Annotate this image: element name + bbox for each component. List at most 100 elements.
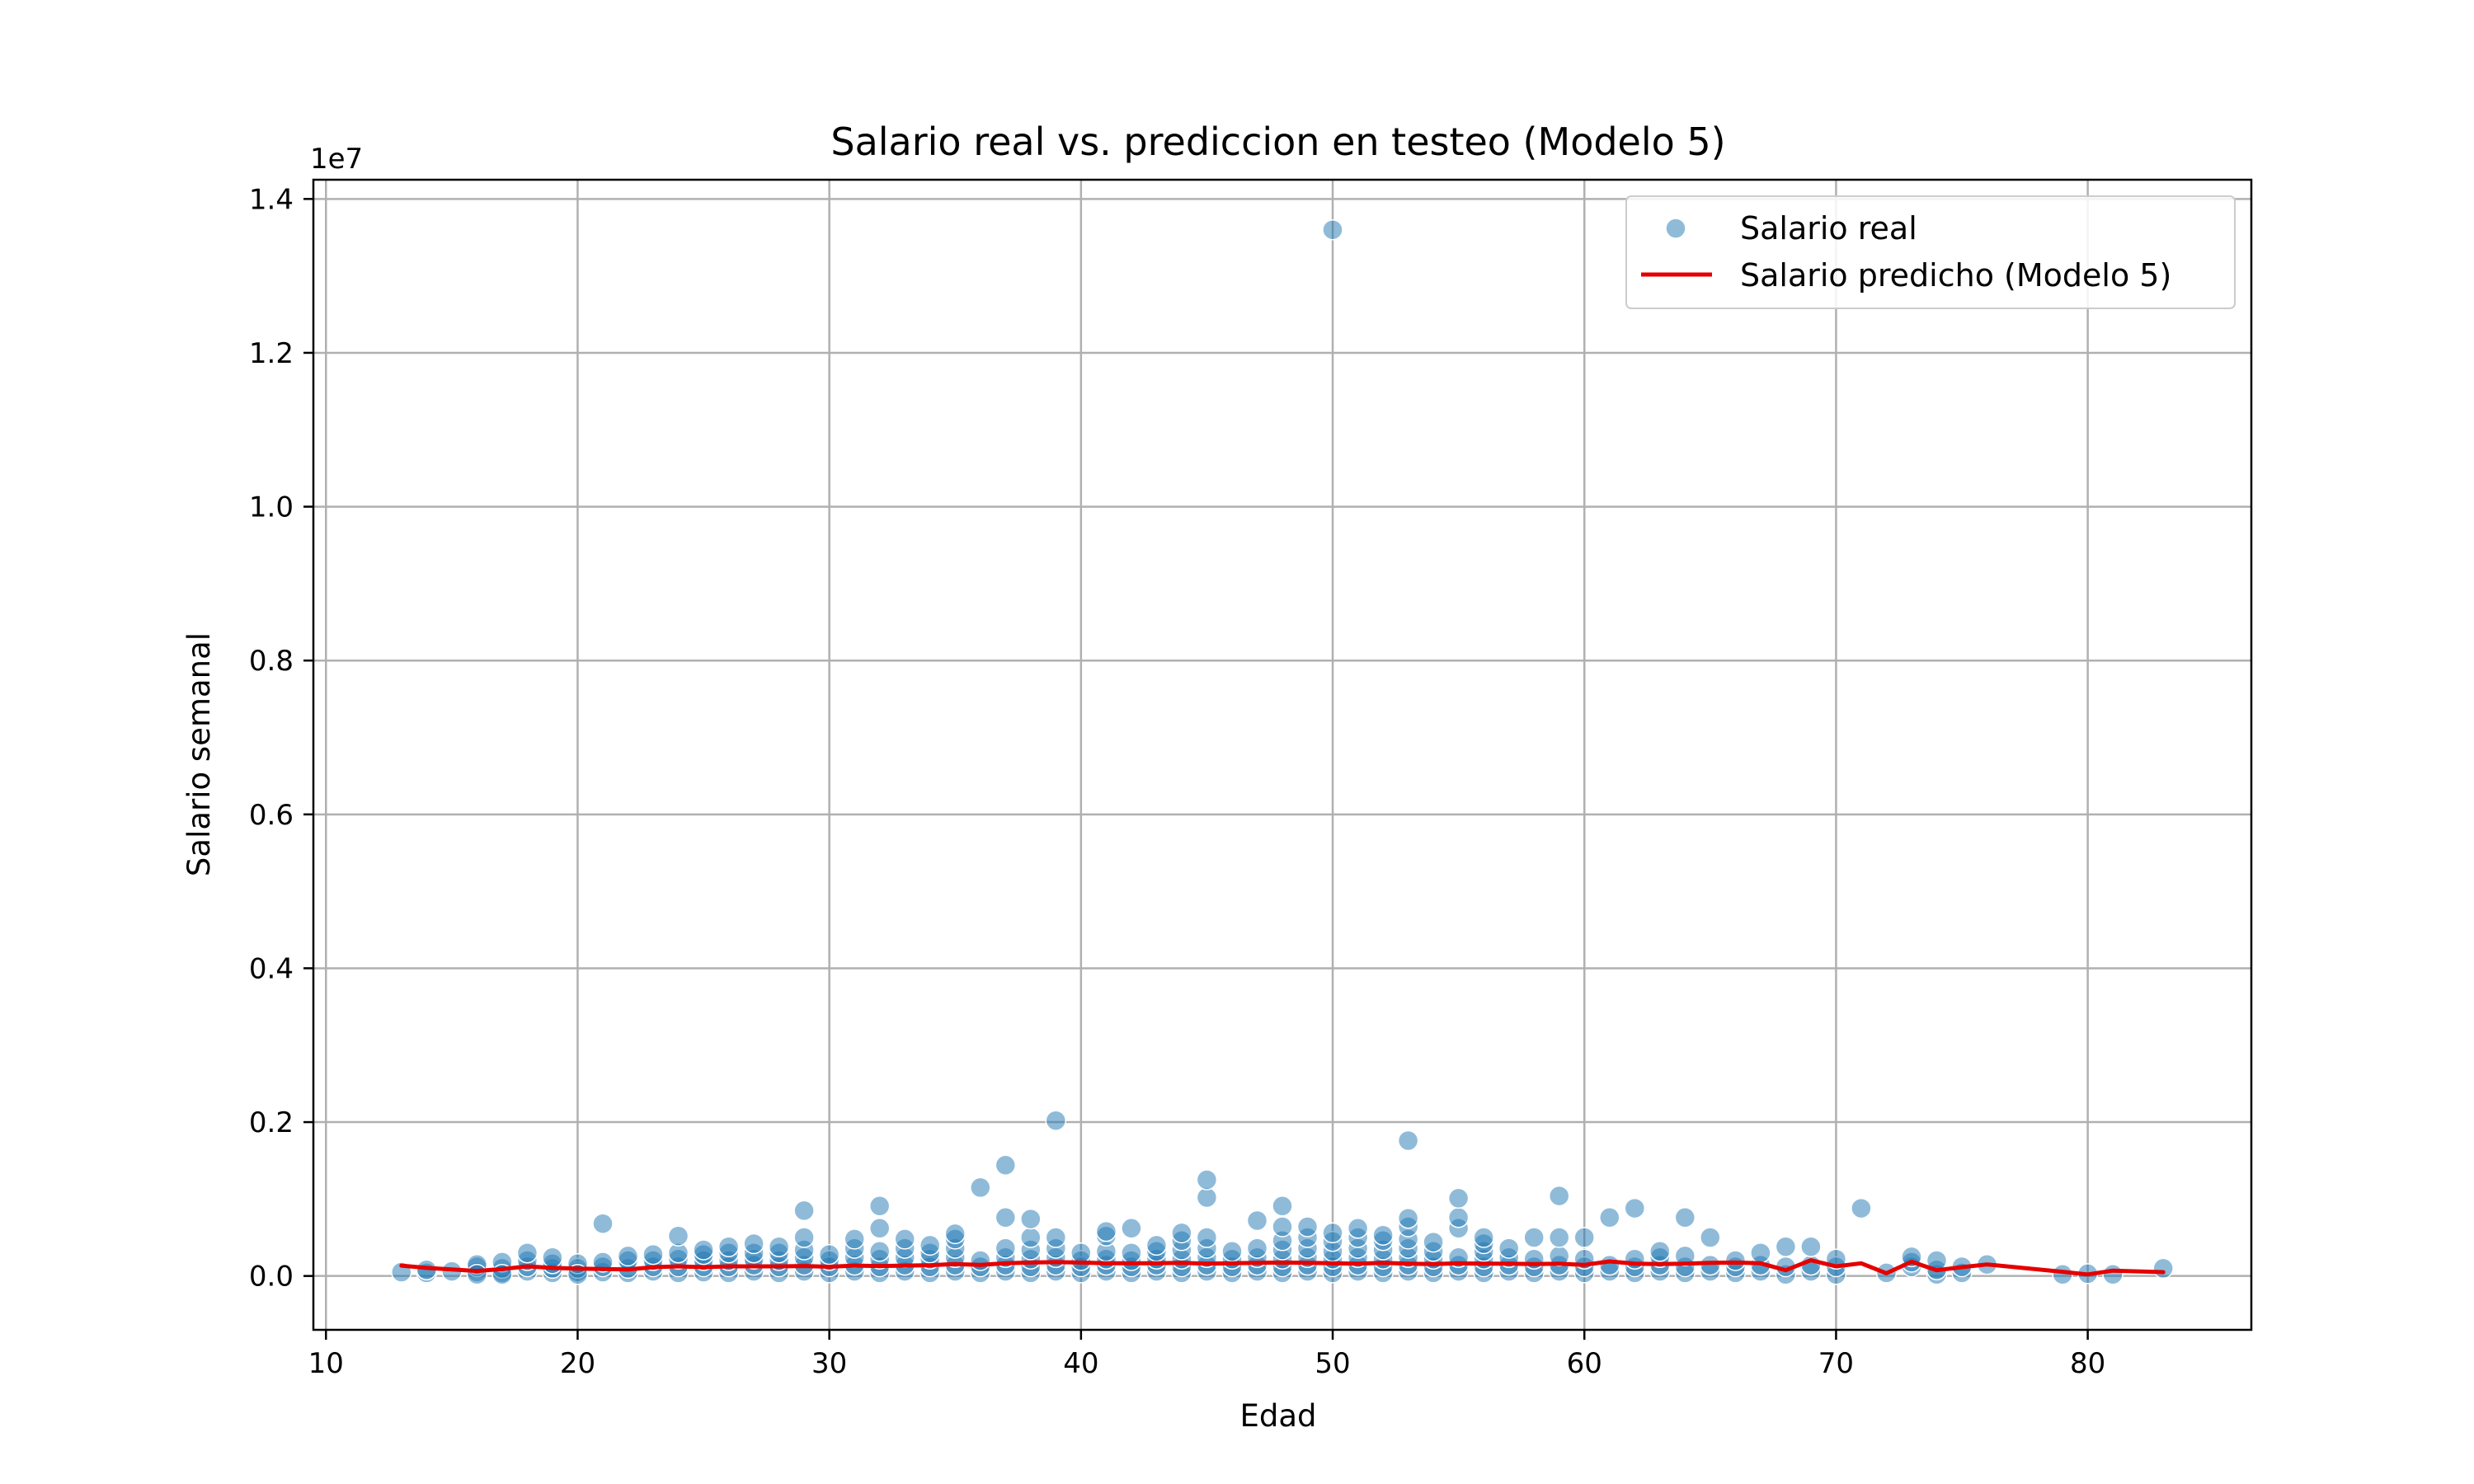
scatter-point: [592, 1213, 614, 1234]
x-tick-label: 50: [1315, 1347, 1350, 1380]
scatter-point: [1523, 1227, 1545, 1248]
x-tick-label: 80: [2070, 1347, 2105, 1380]
scatter-point: [1296, 1216, 1319, 1237]
y-tick-label: 0.6: [249, 799, 294, 832]
scatter-point: [1322, 218, 1343, 241]
scatter-point: [1624, 1248, 1646, 1270]
scatter-point: [844, 1228, 865, 1250]
x-tick-label: 40: [1063, 1347, 1098, 1380]
scatter-point: [1447, 1207, 1470, 1228]
x-axis-title: Edad: [1239, 1398, 1316, 1434]
scatter-point: [667, 1225, 689, 1247]
y-tick-label: 0.4: [249, 952, 294, 985]
scatter-point: [1145, 1234, 1168, 1256]
scatter-point: [1750, 1242, 1771, 1264]
scatter-point: [1347, 1218, 1369, 1239]
scatter-point: [793, 1200, 815, 1222]
scatter-point: [768, 1236, 790, 1257]
scatter-point: [1800, 1236, 1822, 1257]
scatter-point: [1246, 1237, 1268, 1259]
scatter-point: [1674, 1245, 1696, 1267]
legend-label-salario-real: Salario real: [1740, 210, 1917, 247]
scatter-point: [1775, 1236, 1797, 1257]
scatter-point: [1473, 1227, 1494, 1248]
scatter-point: [1548, 1227, 1570, 1248]
x-tick-label: 30: [811, 1347, 847, 1380]
scatter-point: [1095, 1220, 1117, 1242]
legend-label-salario-predicho: Salario predicho (Modelo 5): [1740, 257, 2171, 294]
scatter-point: [995, 1237, 1017, 1259]
scatter-point: [868, 1218, 891, 1239]
scatter-point: [919, 1234, 941, 1256]
scatter-point: [1599, 1207, 1620, 1228]
scatter-point: [1196, 1169, 1218, 1190]
scatter-point: [1070, 1242, 1092, 1264]
scatter-point: [995, 1154, 1017, 1176]
x-tick-label: 10: [308, 1347, 344, 1380]
scatter-point: [1397, 1207, 1419, 1229]
scatter-point: [1221, 1241, 1243, 1262]
y-axis: 0.0 0.2 0.4 0.6 0.8 1.0 1.2 1.4: [249, 183, 313, 1294]
scatter-point: [1121, 1218, 1142, 1239]
scatter-point: [894, 1228, 915, 1250]
scatter-point: [1851, 1197, 1872, 1219]
plot-frame: [312, 178, 2253, 1331]
scatter-point: [868, 1241, 891, 1262]
scatter-point: [1246, 1209, 1268, 1232]
scatter-point: [944, 1223, 966, 1245]
scatter-point: [1498, 1237, 1520, 1259]
x-tick-label: 70: [1818, 1347, 1854, 1380]
scatter-point: [1372, 1224, 1394, 1246]
scatter-point: [516, 1242, 539, 1264]
scatter-point: [2102, 1264, 2124, 1285]
y-offset-text: 1e7: [310, 143, 363, 176]
y-tick-label: 1.4: [249, 183, 294, 216]
scatter-point: [818, 1243, 840, 1266]
scatter-point: [995, 1207, 1017, 1228]
y-tick-label: 0.8: [249, 645, 294, 678]
scatter-point: [1272, 1195, 1293, 1217]
scatter-point: [1196, 1186, 1218, 1209]
scatter-point: [1121, 1242, 1142, 1264]
scatter-point: [1045, 1227, 1067, 1248]
scatter-point: [1700, 1254, 1721, 1276]
scatter-point: [642, 1243, 664, 1266]
scatter-point: [542, 1247, 563, 1269]
scatter-point: [1020, 1227, 1042, 1248]
scatter-point: [1423, 1231, 1444, 1253]
scatter-point: [1447, 1187, 1470, 1209]
scatter-point: [2152, 1257, 2174, 1280]
scatter-point: [1322, 1222, 1343, 1244]
scatter-point: [793, 1227, 815, 1248]
x-tick-label: 60: [1567, 1347, 1602, 1380]
legend-box: [1625, 195, 2236, 309]
scatter-point: [617, 1245, 639, 1267]
scatter-point: [970, 1250, 991, 1271]
scatter-point: [717, 1236, 740, 1257]
scatter-point: [1548, 1185, 1570, 1207]
scatter-point: [1045, 1110, 1067, 1131]
prediction-line-series: [399, 1258, 2166, 1277]
scatter-point: [1397, 1129, 1419, 1152]
scatter-point: [1020, 1208, 1042, 1230]
scatter-point: [1599, 1254, 1620, 1276]
scatter-point: [466, 1264, 488, 1285]
scatter-point: [1573, 1227, 1595, 1248]
scatter-point: [1649, 1241, 1671, 1262]
y-axis-title: Salario semanal: [181, 632, 217, 876]
y-tick-label: 0.2: [249, 1106, 294, 1139]
scatter-point: [1700, 1227, 1721, 1248]
y-tick-label: 1.2: [249, 337, 294, 370]
legend-marker-salario-real: [1665, 218, 1686, 239]
scatter-point: [743, 1233, 764, 1255]
scatter-point: [1196, 1227, 1218, 1248]
chart-title: Salario real vs. prediccion en testeo (M…: [830, 120, 1725, 164]
y-tick-label: 0.0: [249, 1261, 294, 1294]
scatter-point: [1272, 1216, 1293, 1237]
x-tick-label: 20: [560, 1347, 595, 1380]
prediction-line: [399, 1258, 2166, 1277]
scatter-point: [693, 1239, 714, 1261]
scatter-point: [1171, 1222, 1192, 1244]
scatter-point: [970, 1176, 991, 1199]
